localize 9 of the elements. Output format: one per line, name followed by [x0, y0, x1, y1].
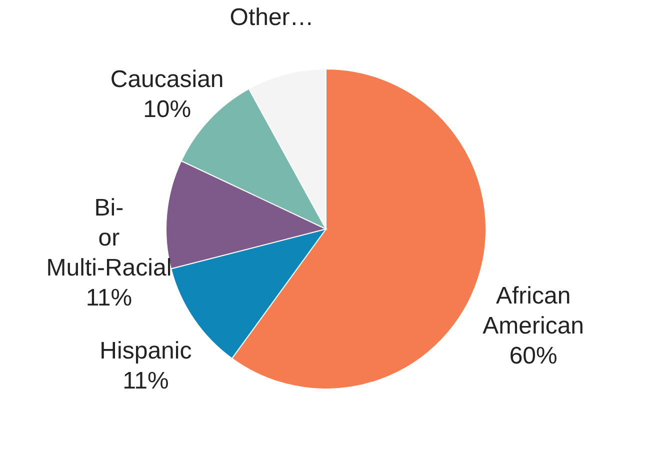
- slice-label: Other…: [230, 4, 314, 31]
- data-label: 60%: [509, 342, 558, 370]
- slice-label: African American: [482, 282, 584, 340]
- data-label: 11%: [86, 284, 132, 312]
- slice-label: Hispanic: [100, 338, 192, 365]
- data-label: 11%: [122, 368, 169, 395]
- slice-label: Caucasian: [110, 66, 224, 93]
- data-label: 10%: [143, 96, 192, 123]
- slice-label: Bi- or Multi-Racial: [46, 194, 172, 282]
